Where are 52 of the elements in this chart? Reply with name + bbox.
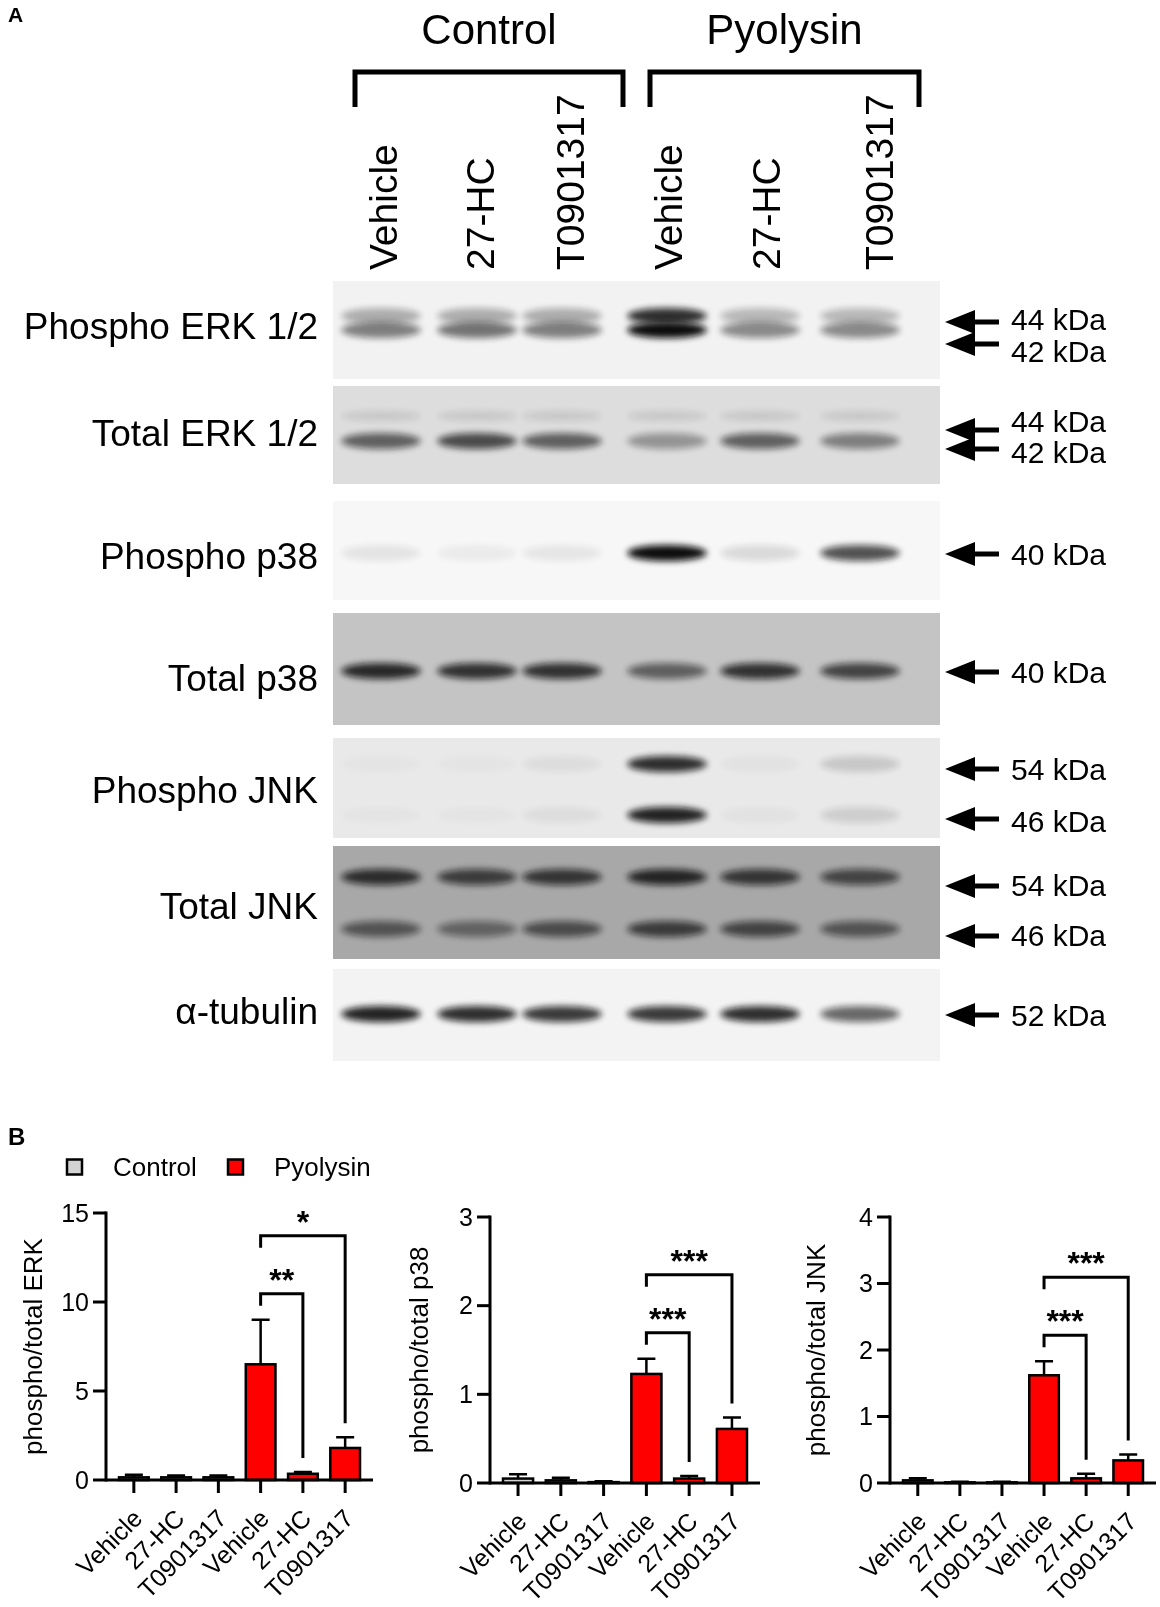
category-label: 42 kDa <box>1011 334 1107 368</box>
text: Control <box>421 6 557 53</box>
category-label: Phospho ERK 1/2 <box>23 305 318 347</box>
y-tick-label: 3 <box>859 1269 873 1298</box>
category-label: 54 kDa <box>1011 868 1107 902</box>
category-label: Phospho JNK <box>91 769 318 811</box>
category-label: Vehicle <box>646 144 690 270</box>
category-label: 40 kDa <box>1011 655 1107 689</box>
y-axis-title: phospho/total p38 <box>404 1246 435 1454</box>
category-label: 42 kDa <box>1011 435 1107 469</box>
text: Pyolysin <box>706 6 863 53</box>
annotation: *** <box>1067 1245 1106 1282</box>
legend-label: Pyolysin <box>274 1152 371 1183</box>
category-label: 27-HC <box>744 157 788 270</box>
y-tick-label: 10 <box>61 1287 89 1316</box>
category-label: 44 kDa <box>1011 302 1107 336</box>
category-label: Vehicle <box>361 144 405 270</box>
y-axis-title: phospho/total ERK <box>18 1237 49 1455</box>
category-label: α-tubulin <box>175 990 318 1032</box>
annotation: *** <box>670 1242 709 1279</box>
category-label: Phospho p38 <box>99 535 318 577</box>
category-label: Total p38 <box>167 657 318 699</box>
y-tick-label: 5 <box>75 1376 89 1405</box>
category-label: T0901317 <box>857 94 901 270</box>
y-tick-label: 3 <box>459 1202 473 1231</box>
category-label: Total JNK <box>159 885 318 927</box>
category-label: T0901317 <box>548 94 592 270</box>
category-label: 46 kDa <box>1011 918 1107 952</box>
annotation: *** <box>1046 1303 1085 1340</box>
category-label: 46 kDa <box>1011 804 1107 838</box>
category-label: 27-HC <box>458 157 502 270</box>
annotation: * <box>296 1203 310 1240</box>
legend-label: Control <box>113 1152 197 1183</box>
y-tick-label: 2 <box>859 1335 873 1364</box>
y-tick-label: 1 <box>459 1380 473 1409</box>
category-label: 54 kDa <box>1011 752 1107 786</box>
category-label: Total ERK 1/2 <box>91 412 318 454</box>
category-label: 40 kDa <box>1011 537 1107 571</box>
annotation: *** <box>649 1300 688 1337</box>
y-tick-label: 0 <box>459 1468 473 1497</box>
category-label: 52 kDa <box>1011 998 1107 1032</box>
text: A <box>8 3 24 26</box>
y-tick-label: 15 <box>61 1198 89 1227</box>
y-tick-label: 1 <box>859 1402 873 1431</box>
y-tick-label: 0 <box>75 1465 89 1494</box>
y-tick-label: 2 <box>459 1291 473 1320</box>
y-tick-label: 4 <box>859 1202 874 1231</box>
annotation: ** <box>269 1261 295 1298</box>
y-axis-title: phospho/total JNK <box>801 1243 832 1457</box>
chart-title: B <box>8 1123 26 1150</box>
category-label: 44 kDa <box>1011 404 1107 438</box>
y-tick-label: 0 <box>859 1468 873 1497</box>
